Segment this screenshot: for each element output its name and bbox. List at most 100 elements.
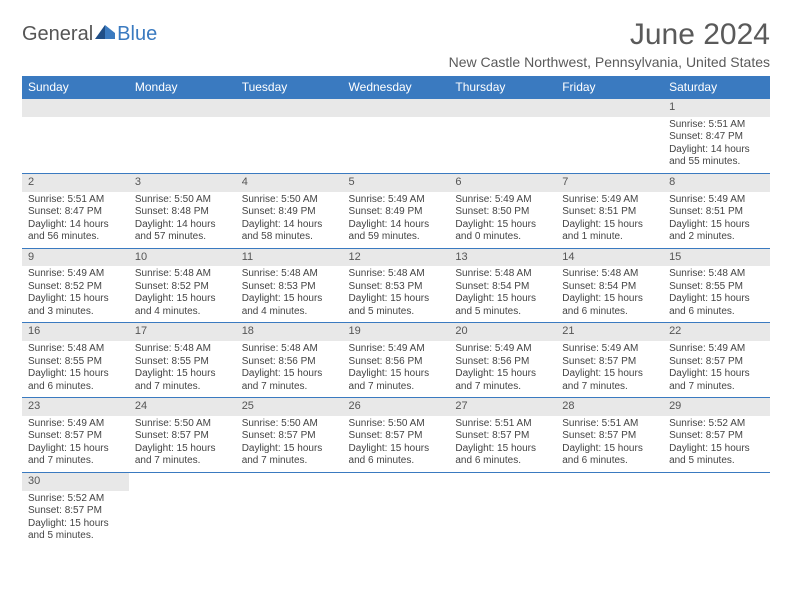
- day-body-row: Sunrise: 5:49 AMSunset: 8:57 PMDaylight:…: [22, 416, 770, 473]
- day-number: [556, 99, 663, 117]
- day-dl2: and 6 minutes.: [562, 306, 657, 319]
- day-cell: Sunrise: 5:50 AMSunset: 8:57 PMDaylight:…: [236, 416, 343, 473]
- day-dl1: Daylight: 15 hours: [455, 368, 550, 381]
- day-dl1: Daylight: 15 hours: [242, 443, 337, 456]
- day-dl2: and 6 minutes.: [455, 455, 550, 468]
- day-sr: Sunrise: 5:48 AM: [455, 268, 550, 281]
- day-number: 20: [449, 323, 556, 341]
- day-cell: [343, 117, 450, 174]
- day-number: 3: [129, 173, 236, 191]
- day-dl1: Daylight: 14 hours: [28, 219, 123, 232]
- logo-mark-icon: [95, 22, 115, 45]
- day-dl2: and 56 minutes.: [28, 231, 123, 244]
- day-ss: Sunset: 8:57 PM: [562, 356, 657, 369]
- day-sr: Sunrise: 5:50 AM: [135, 194, 230, 207]
- day-dl1: Daylight: 15 hours: [669, 443, 764, 456]
- day-number: [449, 472, 556, 490]
- day-dl2: and 7 minutes.: [562, 381, 657, 394]
- day-dl1: Daylight: 15 hours: [669, 368, 764, 381]
- day-cell: Sunrise: 5:49 AMSunset: 8:56 PMDaylight:…: [449, 341, 556, 398]
- day-sr: Sunrise: 5:49 AM: [349, 343, 444, 356]
- day-cell: Sunrise: 5:48 AMSunset: 8:52 PMDaylight:…: [129, 266, 236, 323]
- day-cell: Sunrise: 5:48 AMSunset: 8:55 PMDaylight:…: [22, 341, 129, 398]
- day-dl1: Daylight: 15 hours: [242, 293, 337, 306]
- day-body-row: Sunrise: 5:52 AMSunset: 8:57 PMDaylight:…: [22, 491, 770, 547]
- day-number: [22, 99, 129, 117]
- day-dl1: Daylight: 15 hours: [562, 293, 657, 306]
- day-body-row: Sunrise: 5:49 AMSunset: 8:52 PMDaylight:…: [22, 266, 770, 323]
- day-sr: Sunrise: 5:52 AM: [669, 418, 764, 431]
- day-number: 14: [556, 248, 663, 266]
- day-cell: Sunrise: 5:52 AMSunset: 8:57 PMDaylight:…: [22, 491, 129, 547]
- day-cell: Sunrise: 5:49 AMSunset: 8:56 PMDaylight:…: [343, 341, 450, 398]
- day-ss: Sunset: 8:57 PM: [349, 430, 444, 443]
- day-cell: Sunrise: 5:50 AMSunset: 8:57 PMDaylight:…: [129, 416, 236, 473]
- day-dl2: and 58 minutes.: [242, 231, 337, 244]
- day-cell: [343, 491, 450, 547]
- logo-text-general: General: [22, 23, 93, 46]
- day-ss: Sunset: 8:54 PM: [455, 281, 550, 294]
- day-cell: [129, 117, 236, 174]
- day-cell: Sunrise: 5:51 AMSunset: 8:47 PMDaylight:…: [663, 117, 770, 174]
- day-cell: [449, 117, 556, 174]
- day-dl1: Daylight: 15 hours: [28, 443, 123, 456]
- day-ss: Sunset: 8:56 PM: [242, 356, 337, 369]
- day-number-row: 16171819202122: [22, 323, 770, 341]
- day-cell: Sunrise: 5:49 AMSunset: 8:57 PMDaylight:…: [22, 416, 129, 473]
- day-dl2: and 7 minutes.: [135, 381, 230, 394]
- day-sr: Sunrise: 5:48 AM: [242, 268, 337, 281]
- day-number: 26: [343, 398, 450, 416]
- day-number: 2: [22, 173, 129, 191]
- day-number: [236, 472, 343, 490]
- day-sr: Sunrise: 5:52 AM: [28, 493, 123, 506]
- day-cell: Sunrise: 5:48 AMSunset: 8:54 PMDaylight:…: [449, 266, 556, 323]
- day-dl1: Daylight: 15 hours: [349, 443, 444, 456]
- day-dl1: Daylight: 15 hours: [669, 219, 764, 232]
- day-ss: Sunset: 8:55 PM: [28, 356, 123, 369]
- day-sr: Sunrise: 5:49 AM: [455, 194, 550, 207]
- day-number: 7: [556, 173, 663, 191]
- day-sr: Sunrise: 5:48 AM: [135, 343, 230, 356]
- day-ss: Sunset: 8:52 PM: [135, 281, 230, 294]
- day-sr: Sunrise: 5:50 AM: [242, 418, 337, 431]
- day-number: 4: [236, 173, 343, 191]
- day-cell: [663, 491, 770, 547]
- day-cell: [236, 117, 343, 174]
- day-cell: Sunrise: 5:50 AMSunset: 8:49 PMDaylight:…: [236, 192, 343, 249]
- title-block: June 2024 New Castle Northwest, Pennsylv…: [449, 18, 770, 70]
- day-cell: Sunrise: 5:49 AMSunset: 8:57 PMDaylight:…: [556, 341, 663, 398]
- day-cell: Sunrise: 5:50 AMSunset: 8:57 PMDaylight:…: [343, 416, 450, 473]
- day-dl2: and 5 minutes.: [28, 530, 123, 543]
- day-cell: Sunrise: 5:49 AMSunset: 8:51 PMDaylight:…: [556, 192, 663, 249]
- day-dl1: Daylight: 15 hours: [669, 293, 764, 306]
- day-ss: Sunset: 8:48 PM: [135, 206, 230, 219]
- day-dl2: and 7 minutes.: [349, 381, 444, 394]
- day-cell: [556, 117, 663, 174]
- day-number: [343, 99, 450, 117]
- day-number: 18: [236, 323, 343, 341]
- day-dl2: and 7 minutes.: [135, 455, 230, 468]
- day-sr: Sunrise: 5:49 AM: [669, 343, 764, 356]
- day-dl2: and 5 minutes.: [669, 455, 764, 468]
- day-dl2: and 3 minutes.: [28, 306, 123, 319]
- day-cell: Sunrise: 5:51 AMSunset: 8:57 PMDaylight:…: [449, 416, 556, 473]
- day-sr: Sunrise: 5:49 AM: [349, 194, 444, 207]
- day-sr: Sunrise: 5:49 AM: [562, 194, 657, 207]
- day-ss: Sunset: 8:55 PM: [135, 356, 230, 369]
- day-dl1: Daylight: 15 hours: [562, 443, 657, 456]
- day-cell: Sunrise: 5:48 AMSunset: 8:53 PMDaylight:…: [343, 266, 450, 323]
- day-number: [129, 472, 236, 490]
- day-cell: Sunrise: 5:49 AMSunset: 8:52 PMDaylight:…: [22, 266, 129, 323]
- day-number: 12: [343, 248, 450, 266]
- day-header: Monday: [129, 76, 236, 99]
- day-ss: Sunset: 8:57 PM: [562, 430, 657, 443]
- header: General Blue June 2024 New Castle Northw…: [22, 18, 770, 70]
- day-dl1: Daylight: 15 hours: [28, 293, 123, 306]
- day-number: [556, 472, 663, 490]
- day-number: [343, 472, 450, 490]
- day-dl1: Daylight: 15 hours: [135, 293, 230, 306]
- day-dl1: Daylight: 14 hours: [135, 219, 230, 232]
- day-cell: Sunrise: 5:52 AMSunset: 8:57 PMDaylight:…: [663, 416, 770, 473]
- day-cell: Sunrise: 5:48 AMSunset: 8:56 PMDaylight:…: [236, 341, 343, 398]
- day-dl2: and 0 minutes.: [455, 231, 550, 244]
